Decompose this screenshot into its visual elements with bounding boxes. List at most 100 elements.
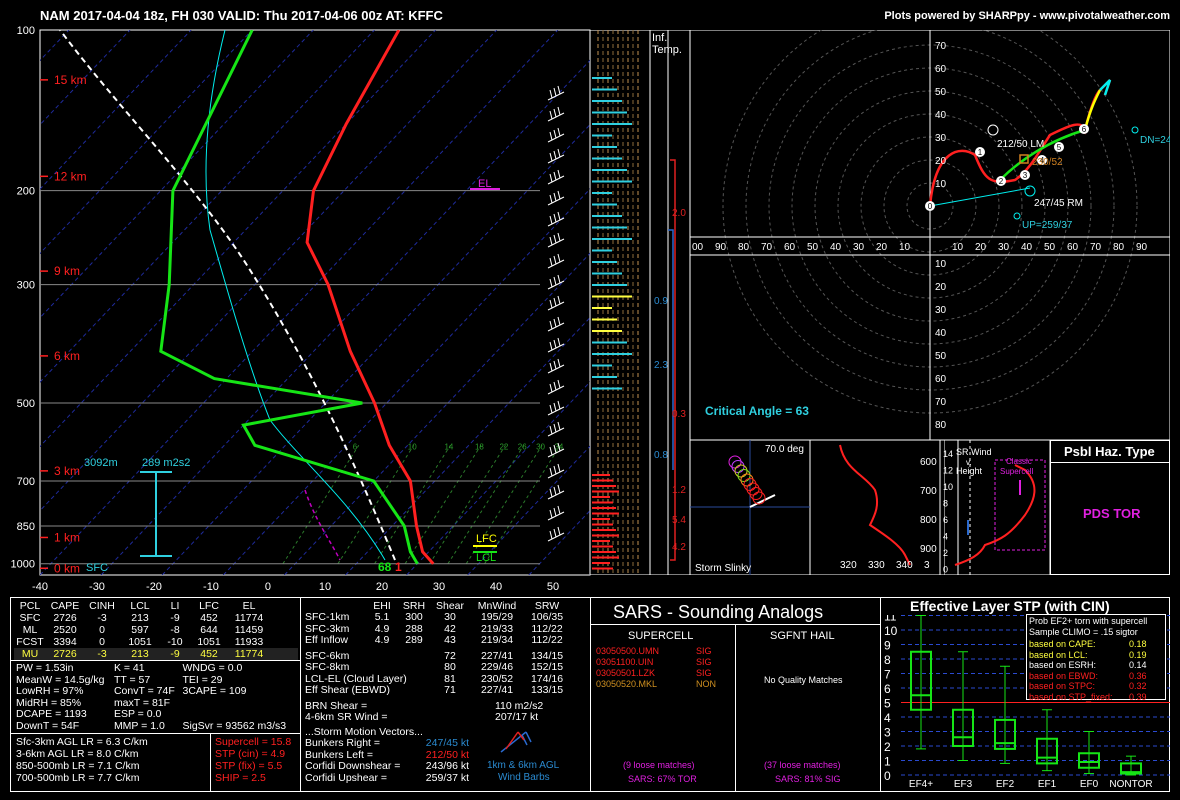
stp-category-label: EF3 [954,779,973,790]
temp-axis-label: 50 [547,581,559,593]
dewpoint-trace [159,30,419,565]
kinematics-table: EHI SRH Shear MnWind SRW SFC-1km 5.1 300 30 195/2… [305,600,564,784]
stp-box [1078,752,1100,769]
stp-y-label: 0 [884,769,891,783]
mixing-ratio-label: 10 [408,442,417,451]
strip-value-3: 2.3 [654,360,668,371]
sr-title: SR Wind [956,447,992,457]
stp-category-label: EF4+ [909,779,933,790]
credit-text: Plots powered by SHARPpy - www.pivotalwe… [884,10,1170,22]
height-label: 1 km [54,530,80,544]
hodo-ring-label: 70 [935,397,947,408]
mixing-ratio-label: 30 [536,442,545,451]
hodograph: 0 1 2 3 4 5 6 80 70 60 50 40 30 20 10 10 20 30 40 50 60 70 80… [690,30,1170,440]
mixing-ratio-label: 22 [499,442,508,451]
theta-x-label: 320 [840,560,857,571]
slinky-ring [752,491,766,505]
height-label: 3 km [54,464,80,478]
hodo-x-label: 90 [715,242,727,253]
rm-label: 247/45 RM [1034,198,1083,209]
temp-label: Temp. [652,44,682,56]
height-label: 9 km [54,264,80,278]
sfc-label: SFC [86,562,108,574]
temp-axis-label: -40 [32,581,48,593]
temp-axis-label: 30 [433,581,445,593]
slinky-ring [740,473,754,487]
stp-box [910,650,932,711]
pressure-label: 500 [17,398,35,410]
stp-category-label: EF2 [996,779,1015,790]
stp-y-label: 6 [884,682,891,696]
hazard-title: Psbl Haz. Type [1064,444,1155,459]
hodo-point [975,147,985,157]
strip-value-4: 0.3 [672,409,686,420]
hodo-point [1020,170,1030,180]
pressure-label: 700 [17,476,35,488]
temp-axis-label: 10 [319,581,331,593]
lapse-rate: Sfc-3km AGL LR = 6.3 C/km [16,736,148,748]
temperature-trace [305,30,435,565]
stp-y-label: 11 [884,615,897,624]
stp-box [1120,762,1142,775]
hodo-ring-label: 20 [935,282,947,293]
pressure-label: 100 [17,25,35,37]
sars-title: SARS - Sounding Analogs [613,602,824,622]
virtual-trace [304,489,341,561]
composite-index: STP (cin) = 4.9 [215,748,286,760]
pressure-label: 300 [17,280,35,292]
slinky-angle: 70.0 deg [765,444,804,455]
srh-value-label: 289 m2s2 [142,457,190,469]
sfc-temp-value: 1 [395,560,402,574]
svg-text:1: 1 [978,148,983,157]
hodo-ring-label: 40 [935,328,947,339]
stp-y-label: 1 [884,755,891,769]
strip-value-8: 4.2 [672,542,686,553]
classic-label: Classic [1006,457,1032,466]
stp-category-label: EF0 [1080,779,1099,790]
hodo-x-label: 70 [1090,242,1102,253]
hodo-x-label: 90 [1136,242,1148,253]
hodo-point [1079,124,1089,134]
lapse-rate: 3-6km AGL LR = 8.0 C/km [16,748,139,760]
theta-y-label: 800 [920,515,937,526]
mean-wind-label: 230/52 [1032,157,1063,168]
pressure-label: 850 [17,521,35,533]
slinky-ring [737,469,751,482]
svg-text:3: 3 [1023,171,1028,180]
stp-y-label: 4 [884,711,891,725]
strip-value-6: 1.2 [672,485,686,496]
stp-y-label: 8 [884,653,891,667]
hodo-ring-label: 70 [935,41,947,52]
svg-text:2: 2 [999,177,1004,186]
temp-axis-label: 20 [376,581,388,593]
sr-wind-trace [954,464,1036,566]
temp-axis-label: 40 [490,581,502,593]
svg-text:5: 5 [1057,143,1062,152]
stp-title: Effective Layer STP (with CIN) [910,598,1110,614]
hodo-ring-label: 80 [935,420,947,431]
theta-y-label: 600 [920,457,937,468]
theta-x-label: 330 [868,560,885,571]
hodo-ring-label: 10 [935,179,947,190]
sr-y-label: 6 [943,515,948,525]
lcl-label: LCL [476,552,496,564]
mixing-ratio-label: 6 [353,442,358,451]
hodo-x-label: 80 [738,242,750,253]
lm-label: 212/50 LM [997,139,1044,150]
theta-x-label: 340 [896,560,913,571]
parcel-trace [59,30,396,561]
sr-y-label: 12 [943,466,953,476]
slinky-ring [728,455,742,469]
sfc-dewpoint-value: 68 [378,560,392,574]
hodo-x-label: 50 [1044,242,1056,253]
lfc-label: LFC [476,533,497,545]
composite-index: Supercell = 15.8 [215,736,292,748]
stp-y-label: 2 [884,740,891,754]
parcel-table: PCL CAPE CINH LCL LI LFC EL SFC 2726 -3 213 -9 452 11… [14,600,298,660]
stp-category-label: NONTOR [1109,779,1152,790]
hodo-x-label: 20 [975,242,987,253]
hodo-x-label: 40 [1021,242,1033,253]
hodo-x-label: 70 [761,242,773,253]
hodo-x-label: 10 [952,242,964,253]
composite-indices: Supercell = 15.8 STP (cin) = 4.9 STP (fix)… [215,736,291,784]
